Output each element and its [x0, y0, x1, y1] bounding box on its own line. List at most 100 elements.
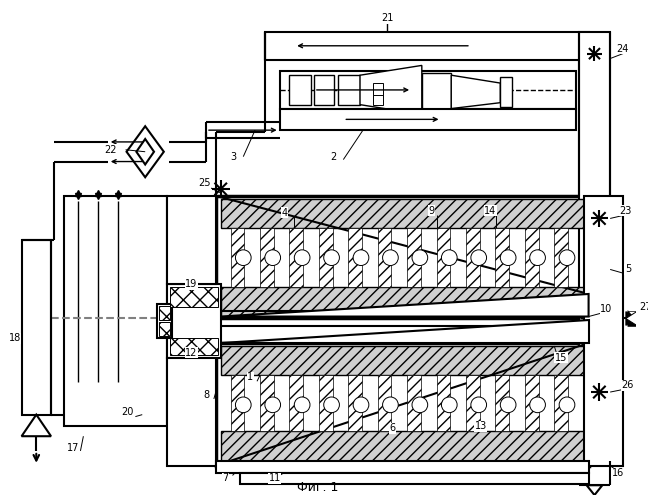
Text: 18: 18 — [8, 333, 21, 343]
Bar — [348, 228, 362, 287]
Bar — [231, 376, 244, 432]
Bar — [159, 306, 170, 320]
Bar — [525, 376, 538, 432]
Circle shape — [412, 397, 428, 412]
Circle shape — [529, 250, 546, 266]
Text: 27: 27 — [639, 302, 648, 312]
Circle shape — [559, 250, 575, 266]
Circle shape — [324, 250, 340, 266]
Bar — [240, 472, 588, 484]
Circle shape — [471, 250, 487, 266]
Bar — [216, 460, 588, 472]
Bar — [167, 284, 221, 358]
Circle shape — [324, 397, 340, 412]
Circle shape — [235, 397, 251, 412]
Bar — [64, 196, 167, 426]
Text: Фиг. 1: Фиг. 1 — [297, 480, 338, 494]
Text: 9: 9 — [428, 206, 435, 216]
Circle shape — [265, 250, 281, 266]
Text: 7: 7 — [222, 474, 229, 484]
Bar — [579, 32, 610, 366]
Bar — [437, 228, 450, 287]
Polygon shape — [136, 139, 154, 164]
Bar — [500, 77, 512, 106]
Bar — [348, 376, 362, 432]
Bar — [216, 343, 588, 466]
Bar — [378, 228, 391, 287]
Text: 4: 4 — [281, 208, 288, 218]
Bar — [314, 75, 334, 104]
Circle shape — [294, 397, 310, 412]
Circle shape — [382, 250, 399, 266]
Bar — [170, 287, 218, 306]
Bar — [373, 83, 382, 97]
Bar — [221, 287, 584, 316]
Text: 19: 19 — [185, 279, 198, 289]
Circle shape — [294, 250, 310, 266]
Circle shape — [441, 397, 457, 412]
Bar — [279, 72, 576, 108]
Polygon shape — [360, 66, 422, 114]
Polygon shape — [221, 320, 588, 343]
Bar — [157, 304, 172, 338]
Text: 24: 24 — [617, 44, 629, 54]
Polygon shape — [167, 196, 216, 284]
Polygon shape — [626, 312, 636, 326]
Text: 14: 14 — [484, 206, 496, 216]
Text: 16: 16 — [612, 468, 624, 478]
Circle shape — [353, 397, 369, 412]
Polygon shape — [221, 294, 588, 316]
Polygon shape — [21, 414, 51, 436]
Bar — [260, 376, 273, 432]
Bar — [221, 199, 584, 228]
Text: 23: 23 — [619, 206, 632, 216]
Bar — [407, 376, 421, 432]
Bar — [216, 196, 588, 318]
Bar — [554, 376, 568, 432]
Polygon shape — [628, 310, 640, 326]
Bar — [422, 74, 451, 108]
Text: 6: 6 — [389, 424, 395, 434]
Polygon shape — [126, 126, 164, 177]
Bar — [159, 322, 170, 336]
Bar — [279, 108, 576, 130]
Circle shape — [382, 397, 399, 412]
Text: 10: 10 — [600, 304, 612, 314]
Text: 26: 26 — [621, 380, 634, 390]
Circle shape — [500, 397, 516, 412]
Bar — [319, 228, 332, 287]
Bar — [21, 240, 51, 414]
Bar — [231, 228, 244, 287]
Circle shape — [441, 250, 457, 266]
Text: 13: 13 — [474, 422, 487, 432]
Circle shape — [412, 250, 428, 266]
Text: 15: 15 — [555, 352, 567, 362]
Bar — [221, 432, 584, 460]
Text: 2: 2 — [330, 152, 337, 162]
Text: 3: 3 — [231, 152, 237, 162]
Bar — [378, 376, 391, 432]
Bar — [466, 228, 480, 287]
Text: 22: 22 — [104, 145, 117, 155]
Text: 8: 8 — [203, 390, 209, 400]
Circle shape — [446, 80, 456, 90]
Bar — [290, 75, 311, 104]
Circle shape — [446, 94, 456, 104]
Circle shape — [559, 397, 575, 412]
Bar — [290, 376, 303, 432]
Bar — [170, 338, 218, 355]
Bar — [554, 228, 568, 287]
Text: 1: 1 — [247, 372, 253, 382]
Polygon shape — [586, 486, 603, 495]
Bar — [338, 75, 360, 104]
Bar — [495, 376, 509, 432]
Text: 12: 12 — [185, 348, 198, 358]
Circle shape — [353, 250, 369, 266]
Bar — [373, 95, 382, 104]
Polygon shape — [628, 310, 640, 326]
Bar — [290, 228, 303, 287]
Circle shape — [235, 250, 251, 266]
Bar — [407, 228, 421, 287]
Bar — [265, 32, 588, 60]
Text: 21: 21 — [381, 14, 394, 24]
